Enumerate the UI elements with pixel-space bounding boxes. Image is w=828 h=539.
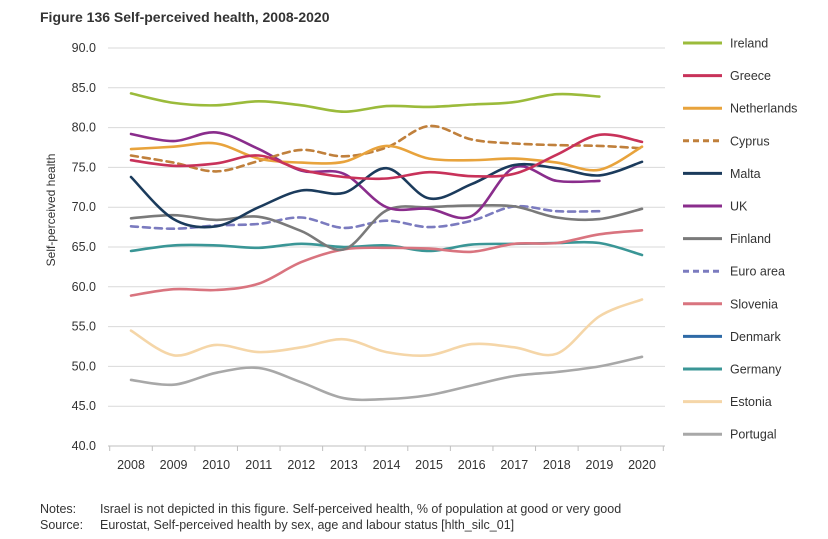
y-tick-label: 75.0 [72, 160, 96, 174]
figure-title: Figure 136 Self-perceived health, 2008-2… [40, 9, 330, 25]
legend-item-uk: UK [683, 200, 748, 214]
source-label: Source: [40, 518, 84, 532]
notes-label: Notes: [40, 502, 77, 516]
legend-label: Estonia [730, 395, 772, 409]
x-tick-label: 2014 [373, 458, 401, 472]
y-tick-label: 90.0 [72, 41, 96, 55]
legend-item-greece: Greece [683, 69, 771, 83]
legend-label: UK [730, 200, 748, 214]
series-lines [129, 92, 644, 402]
legend-label: Malta [730, 167, 761, 181]
x-tick-label: 2011 [245, 458, 272, 472]
x-tick-label: 2017 [500, 458, 528, 472]
notes: Notes: Israel is not depicted in this fi… [40, 501, 621, 533]
legend-label: Netherlands [730, 102, 797, 116]
legend-label: Slovenia [730, 297, 778, 311]
legend-item-netherlands: Netherlands [683, 102, 797, 116]
axes: 40.0 45.0 50.0 55.0 60.0 65.0 70.0 75.0 80.0 85.0… [72, 41, 665, 472]
legend-label: Euro area [730, 265, 785, 279]
x-tick-label: 2018 [543, 458, 571, 472]
x-tick-label: 2016 [458, 458, 486, 472]
legend-item-finland: Finland [683, 232, 771, 246]
x-tick-label: 2012 [287, 458, 315, 472]
x-tick-label: 2020 [628, 458, 656, 472]
x-tick-label: 2013 [330, 458, 358, 472]
legend-item-euro-area: Euro area [683, 265, 785, 279]
legend: Ireland Greece Netherlands Cyprus Malta UK Fin… [683, 37, 797, 442]
series-line-greece [129, 133, 644, 181]
series-line-finland [129, 203, 644, 252]
x-tick-label: 2019 [586, 458, 614, 472]
series-line-uk [129, 131, 601, 220]
y-tick-label: 60.0 [72, 280, 96, 294]
legend-label: Denmark [730, 330, 781, 344]
y-axis-label: Self-perceived health [44, 154, 58, 267]
y-tick-label: 80.0 [72, 121, 96, 135]
legend-item-ireland: Ireland [683, 37, 768, 51]
series-line-slovenia [129, 229, 644, 297]
legend-item-portugal: Portugal [683, 428, 777, 442]
notes-text: Israel is not depicted in this figure. S… [100, 502, 622, 516]
series-line-cyprus [129, 124, 644, 173]
legend-item-estonia: Estonia [683, 395, 772, 409]
series-line-portugal [129, 355, 644, 402]
x-tick-label: 2010 [202, 458, 230, 472]
legend-label: Cyprus [730, 134, 770, 148]
y-tick-label: 45.0 [72, 399, 96, 413]
legend-item-germany: Germany [683, 363, 782, 377]
y-tick-label: 65.0 [72, 240, 96, 254]
legend-item-denmark: Denmark [683, 330, 781, 344]
legend-label: Germany [730, 363, 782, 377]
series-line-ireland [129, 92, 601, 114]
y-tick-label: 55.0 [72, 320, 96, 334]
legend-item-slovenia: Slovenia [683, 297, 778, 311]
y-tick-label: 40.0 [72, 439, 96, 453]
legend-label: Ireland [730, 37, 768, 51]
x-tick-label: 2008 [117, 458, 145, 472]
line-chart: 40.0 45.0 50.0 55.0 60.0 65.0 70.0 75.0 80.0 85.0… [44, 37, 797, 473]
x-tick-label: 2009 [160, 458, 188, 472]
y-tick-label: 70.0 [72, 200, 96, 214]
series-line-malta [129, 160, 644, 229]
legend-item-malta: Malta [683, 167, 761, 181]
y-tick-label: 85.0 [72, 81, 96, 95]
series-line-estonia [129, 298, 644, 358]
legend-label: Portugal [730, 428, 777, 442]
x-tick-label: 2015 [415, 458, 443, 472]
legend-label: Greece [730, 69, 771, 83]
legend-item-cyprus: Cyprus [683, 134, 770, 148]
series-line-netherlands [129, 141, 644, 172]
source-text: Eurostat, Self-perceived health by sex, … [100, 518, 515, 532]
legend-label: Finland [730, 232, 771, 246]
y-tick-label: 50.0 [72, 359, 96, 373]
